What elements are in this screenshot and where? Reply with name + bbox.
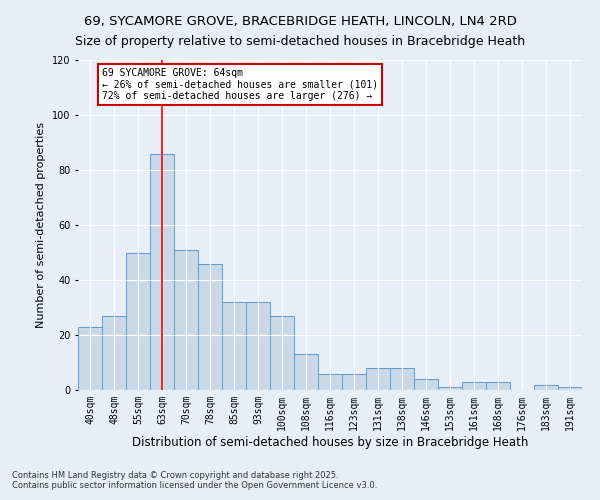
Bar xyxy=(534,384,558,390)
Text: 69 SYCAMORE GROVE: 64sqm
← 26% of semi-detached houses are smaller (101)
72% of : 69 SYCAMORE GROVE: 64sqm ← 26% of semi-d… xyxy=(102,68,378,102)
Bar xyxy=(102,316,126,390)
X-axis label: Distribution of semi-detached houses by size in Bracebridge Heath: Distribution of semi-detached houses by … xyxy=(132,436,528,448)
Bar xyxy=(126,252,150,390)
Bar xyxy=(198,264,222,390)
Y-axis label: Number of semi-detached properties: Number of semi-detached properties xyxy=(37,122,46,328)
Bar xyxy=(486,382,510,390)
Bar xyxy=(150,154,174,390)
Bar xyxy=(438,387,462,390)
Text: Contains HM Land Registry data © Crown copyright and database right 2025.
Contai: Contains HM Land Registry data © Crown c… xyxy=(12,470,377,490)
Bar xyxy=(414,379,438,390)
Bar xyxy=(270,316,294,390)
Bar xyxy=(222,302,246,390)
Bar xyxy=(78,327,102,390)
Bar xyxy=(558,387,582,390)
Text: Size of property relative to semi-detached houses in Bracebridge Heath: Size of property relative to semi-detach… xyxy=(75,35,525,48)
Text: 69, SYCAMORE GROVE, BRACEBRIDGE HEATH, LINCOLN, LN4 2RD: 69, SYCAMORE GROVE, BRACEBRIDGE HEATH, L… xyxy=(83,15,517,28)
Bar xyxy=(462,382,486,390)
Bar xyxy=(390,368,414,390)
Bar xyxy=(318,374,342,390)
Bar xyxy=(366,368,390,390)
Bar xyxy=(342,374,366,390)
Bar xyxy=(294,354,318,390)
Bar xyxy=(174,250,198,390)
Bar xyxy=(246,302,270,390)
